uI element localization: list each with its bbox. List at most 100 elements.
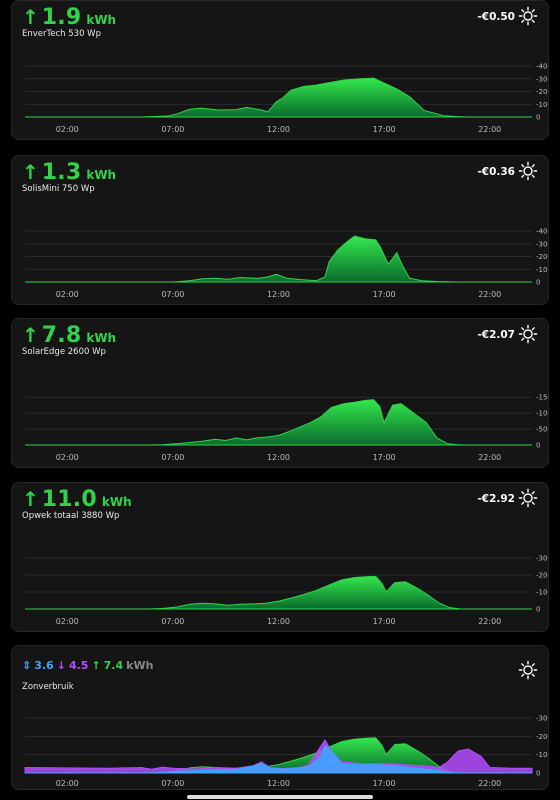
production-amount: 1.9	[41, 5, 82, 30]
home-indicator[interactable]	[187, 795, 373, 799]
arrow-down-icon: ↓	[56, 659, 66, 672]
x-tick-label: 17:00	[373, 125, 396, 134]
x-tick-label: 12:00	[267, 453, 290, 462]
sun-icon[interactable]	[518, 488, 538, 508]
production-value: ↑ 7.8 kWh	[22, 323, 116, 348]
sun-button[interactable]	[518, 161, 538, 181]
production-series-area	[25, 575, 532, 610]
usage-title: Zonverbruik	[22, 682, 74, 692]
y-tick-label: -2000	[536, 733, 549, 741]
production-series-area	[25, 77, 532, 118]
arrow-up-icon: ↑	[22, 487, 39, 511]
y-tick-label: -400	[536, 63, 549, 71]
x-tick-label: 02:00	[56, 779, 79, 788]
arrow-up-icon: ↑	[22, 5, 39, 29]
solaredge-card[interactable]: ↑7.8 kWh SolarEdge 2600 Wp -€2.07 -1500 -1000…	[11, 318, 549, 468]
inverter-name: SolisMini 750 Wp	[22, 184, 95, 194]
y-tick-label: 0	[536, 770, 540, 778]
production-series-area	[25, 399, 532, 446]
x-tick-label: 22:00	[478, 617, 501, 626]
x-tick-label: 12:00	[267, 125, 290, 134]
sun-button[interactable]	[518, 324, 538, 344]
x-tick-label: 02:00	[56, 453, 79, 462]
x-tick-label: 02:00	[56, 617, 79, 626]
y-tick-label: -100	[536, 101, 549, 109]
inverter-name: Opwek totaal 3880 Wp	[22, 511, 120, 521]
sun-icon[interactable]	[518, 6, 538, 26]
y-tick-label: 0	[536, 442, 540, 450]
x-tick-label: 22:00	[478, 453, 501, 462]
solismini-card[interactable]: ↑1.3 kWh SolisMini 750 Wp -€0.36 -400 -300 -20…	[11, 155, 549, 305]
chart[interactable]: -400 -300 -200 -100 0 02:00 07:00 12:00 17:00 22:…	[12, 1, 549, 140]
y-tick-label: -3000	[536, 555, 549, 563]
x-tick-label: 02:00	[56, 290, 79, 299]
x-tick-label: 22:00	[478, 125, 501, 134]
usage-unit: kWh	[126, 659, 154, 672]
y-tick-label: -300	[536, 240, 549, 248]
sun-icon[interactable]	[518, 161, 538, 181]
x-tick-label: 07:00	[161, 125, 184, 134]
x-tick-label: 07:00	[161, 453, 184, 462]
arrow-up-icon: ↑	[22, 323, 39, 347]
production-value: ↑ 1.3 kWh	[22, 160, 116, 185]
y-tick-label: -1500	[536, 394, 549, 402]
sun-button[interactable]	[518, 6, 538, 26]
y-tick-label: -400	[536, 228, 549, 236]
price-value: -€0.50	[477, 11, 515, 23]
y-tick-label: -500	[536, 426, 549, 434]
inverter-name: EnverTech 530 Wp	[22, 29, 101, 39]
production-unit: kWh	[86, 13, 117, 27]
y-tick-label: -100	[536, 266, 549, 274]
x-tick-label: 22:00	[478, 779, 501, 788]
production-amount: 11.0	[41, 487, 97, 512]
sun-clock-button[interactable]	[518, 660, 538, 680]
x-tick-label: 17:00	[373, 453, 396, 462]
production-series-area	[25, 235, 532, 283]
arrow-up-icon: ↑	[22, 160, 39, 184]
usage-value-self: 3.6	[34, 659, 54, 672]
production-value: ↑ 1.9 kWh	[22, 5, 116, 30]
x-tick-label: 17:00	[373, 290, 396, 299]
inverter-name: SolarEdge 2600 Wp	[22, 347, 106, 357]
y-tick-label: 0	[536, 114, 540, 122]
y-tick-label: -300	[536, 75, 549, 83]
x-tick-label: 12:00	[267, 617, 290, 626]
production-amount: 7.8	[41, 323, 82, 348]
x-tick-label: 12:00	[267, 779, 290, 788]
production-unit: kWh	[86, 331, 117, 345]
y-tick-label: -3000	[536, 715, 549, 723]
direct-series-area	[25, 744, 532, 774]
x-tick-label: 07:00	[161, 779, 184, 788]
usage-value-import: 4.5	[68, 659, 89, 672]
x-tick-label: 12:00	[267, 290, 290, 299]
arrow-up-icon: ↑	[91, 659, 101, 672]
production-unit: kWh	[86, 168, 117, 182]
opwek-series-area	[25, 737, 532, 774]
verbruik-series-area	[24, 739, 533, 774]
usage-values: ⇕ 3.6 ↓ 4.5 ↑ 7.4 kWh	[22, 659, 153, 672]
x-tick-label: 07:00	[161, 290, 184, 299]
y-tick-label: -2000	[536, 572, 549, 580]
y-tick-label: 0	[536, 279, 540, 287]
sun-icon[interactable]	[518, 324, 538, 344]
sun-clock-icon[interactable]	[518, 660, 538, 680]
x-tick-label: 17:00	[373, 779, 396, 788]
production-amount: 1.3	[41, 160, 82, 185]
chart[interactable]: -400 -300 -200 -100 0 02:00 07:00 12:00 17:00 22:…	[12, 156, 549, 305]
sun-button[interactable]	[518, 488, 538, 508]
y-tick-label: -200	[536, 253, 549, 261]
production-unit: kWh	[101, 495, 132, 509]
price-value: -€0.36	[477, 166, 515, 178]
price-value: -€2.07	[477, 329, 515, 341]
envertech-card[interactable]: ↑1.9 kWh EnverTech 530 Wp -€0.50 -400 -300 -20…	[11, 0, 549, 140]
x-tick-label: 22:00	[478, 290, 501, 299]
usage-value-production: 7.4	[103, 659, 124, 672]
